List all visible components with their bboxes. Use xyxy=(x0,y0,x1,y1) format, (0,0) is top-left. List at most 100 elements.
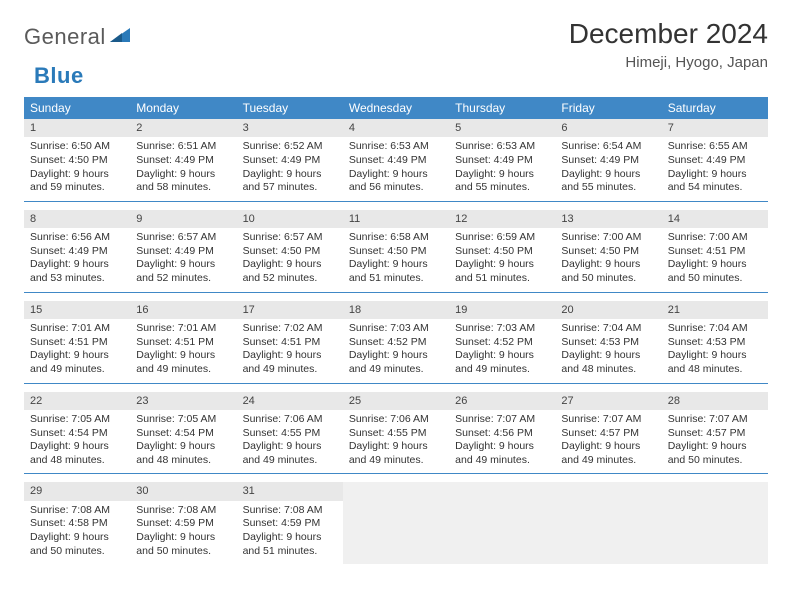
calendar-week: 8Sunrise: 6:56 AMSunset: 4:49 PMDaylight… xyxy=(24,210,768,293)
cell-body: Sunrise: 6:53 AMSunset: 4:49 PMDaylight:… xyxy=(449,137,555,201)
sunset-line: Sunset: 4:57 PM xyxy=(561,427,655,441)
daylight-line: Daylight: 9 hours and 52 minutes. xyxy=(243,258,337,285)
calendar: SundayMondayTuesdayWednesdayThursdayFrid… xyxy=(24,97,768,564)
day-number: 7 xyxy=(662,119,768,137)
sunrise-line: Sunrise: 6:55 AM xyxy=(668,140,762,154)
calendar-cell-empty xyxy=(662,482,768,564)
cell-body: Sunrise: 6:56 AMSunset: 4:49 PMDaylight:… xyxy=(24,228,130,292)
calendar-week: 15Sunrise: 7:01 AMSunset: 4:51 PMDayligh… xyxy=(24,301,768,384)
cell-body: Sunrise: 7:08 AMSunset: 4:59 PMDaylight:… xyxy=(237,501,343,565)
calendar-cell: 3Sunrise: 6:52 AMSunset: 4:49 PMDaylight… xyxy=(237,119,343,201)
day-number: 31 xyxy=(237,482,343,500)
calendar-week: 22Sunrise: 7:05 AMSunset: 4:54 PMDayligh… xyxy=(24,392,768,475)
day-number: 21 xyxy=(662,301,768,319)
day-number: 10 xyxy=(237,210,343,228)
cell-body: Sunrise: 7:04 AMSunset: 4:53 PMDaylight:… xyxy=(662,319,768,383)
sunrise-line: Sunrise: 7:07 AM xyxy=(668,413,762,427)
sunrise-line: Sunrise: 6:53 AM xyxy=(349,140,443,154)
sunrise-line: Sunrise: 7:05 AM xyxy=(136,413,230,427)
cell-body: Sunrise: 7:05 AMSunset: 4:54 PMDaylight:… xyxy=(24,410,130,474)
cell-body: Sunrise: 7:06 AMSunset: 4:55 PMDaylight:… xyxy=(343,410,449,474)
sunrise-line: Sunrise: 7:06 AM xyxy=(243,413,337,427)
cell-body: Sunrise: 7:01 AMSunset: 4:51 PMDaylight:… xyxy=(130,319,236,383)
calendar-cell: 30Sunrise: 7:08 AMSunset: 4:59 PMDayligh… xyxy=(130,482,236,564)
cell-body: Sunrise: 6:51 AMSunset: 4:49 PMDaylight:… xyxy=(130,137,236,201)
calendar-cell: 21Sunrise: 7:04 AMSunset: 4:53 PMDayligh… xyxy=(662,301,768,383)
calendar-cell: 29Sunrise: 7:08 AMSunset: 4:58 PMDayligh… xyxy=(24,482,130,564)
sunrise-line: Sunrise: 7:03 AM xyxy=(349,322,443,336)
sunrise-line: Sunrise: 6:50 AM xyxy=(30,140,124,154)
day-number: 26 xyxy=(449,392,555,410)
cell-body: Sunrise: 7:07 AMSunset: 4:57 PMDaylight:… xyxy=(555,410,661,474)
day-header: Tuesday xyxy=(237,97,343,119)
day-number: 30 xyxy=(130,482,236,500)
daylight-line: Daylight: 9 hours and 48 minutes. xyxy=(30,440,124,467)
day-number: 20 xyxy=(555,301,661,319)
daylight-line: Daylight: 9 hours and 55 minutes. xyxy=(561,168,655,195)
cell-body: Sunrise: 7:01 AMSunset: 4:51 PMDaylight:… xyxy=(24,319,130,383)
sunset-line: Sunset: 4:53 PM xyxy=(668,336,762,350)
day-headers: SundayMondayTuesdayWednesdayThursdayFrid… xyxy=(24,97,768,119)
sunrise-line: Sunrise: 6:56 AM xyxy=(30,231,124,245)
daylight-line: Daylight: 9 hours and 52 minutes. xyxy=(136,258,230,285)
cell-body: Sunrise: 7:08 AMSunset: 4:58 PMDaylight:… xyxy=(24,501,130,565)
day-number: 17 xyxy=(237,301,343,319)
sunset-line: Sunset: 4:56 PM xyxy=(455,427,549,441)
calendar-cell: 13Sunrise: 7:00 AMSunset: 4:50 PMDayligh… xyxy=(555,210,661,292)
day-number: 19 xyxy=(449,301,555,319)
calendar-cell: 26Sunrise: 7:07 AMSunset: 4:56 PMDayligh… xyxy=(449,392,555,474)
daylight-line: Daylight: 9 hours and 48 minutes. xyxy=(561,349,655,376)
cell-body: Sunrise: 7:08 AMSunset: 4:59 PMDaylight:… xyxy=(130,501,236,565)
calendar-cell: 19Sunrise: 7:03 AMSunset: 4:52 PMDayligh… xyxy=(449,301,555,383)
brand-logo: General xyxy=(24,24,132,50)
day-number: 24 xyxy=(237,392,343,410)
daylight-line: Daylight: 9 hours and 51 minutes. xyxy=(455,258,549,285)
cell-body: Sunrise: 6:53 AMSunset: 4:49 PMDaylight:… xyxy=(343,137,449,201)
sunset-line: Sunset: 4:50 PM xyxy=(455,245,549,259)
day-number: 5 xyxy=(449,119,555,137)
sunrise-line: Sunrise: 6:57 AM xyxy=(243,231,337,245)
sunset-line: Sunset: 4:55 PM xyxy=(349,427,443,441)
sunrise-line: Sunrise: 6:54 AM xyxy=(561,140,655,154)
sunrise-line: Sunrise: 7:05 AM xyxy=(30,413,124,427)
sunrise-line: Sunrise: 7:03 AM xyxy=(455,322,549,336)
sunset-line: Sunset: 4:54 PM xyxy=(30,427,124,441)
sunset-line: Sunset: 4:49 PM xyxy=(136,245,230,259)
sunrise-line: Sunrise: 6:51 AM xyxy=(136,140,230,154)
cell-body: Sunrise: 7:04 AMSunset: 4:53 PMDaylight:… xyxy=(555,319,661,383)
calendar-cell: 20Sunrise: 7:04 AMSunset: 4:53 PMDayligh… xyxy=(555,301,661,383)
daylight-line: Daylight: 9 hours and 50 minutes. xyxy=(561,258,655,285)
calendar-cell: 31Sunrise: 7:08 AMSunset: 4:59 PMDayligh… xyxy=(237,482,343,564)
calendar-cell: 15Sunrise: 7:01 AMSunset: 4:51 PMDayligh… xyxy=(24,301,130,383)
sunrise-line: Sunrise: 6:58 AM xyxy=(349,231,443,245)
cell-body: Sunrise: 6:55 AMSunset: 4:49 PMDaylight:… xyxy=(662,137,768,201)
daylight-line: Daylight: 9 hours and 50 minutes. xyxy=(136,531,230,558)
calendar-cell: 12Sunrise: 6:59 AMSunset: 4:50 PMDayligh… xyxy=(449,210,555,292)
cell-body: Sunrise: 7:03 AMSunset: 4:52 PMDaylight:… xyxy=(449,319,555,383)
calendar-cell: 28Sunrise: 7:07 AMSunset: 4:57 PMDayligh… xyxy=(662,392,768,474)
daylight-line: Daylight: 9 hours and 50 minutes. xyxy=(30,531,124,558)
calendar-cell: 11Sunrise: 6:58 AMSunset: 4:50 PMDayligh… xyxy=(343,210,449,292)
cell-body: Sunrise: 6:52 AMSunset: 4:49 PMDaylight:… xyxy=(237,137,343,201)
sunset-line: Sunset: 4:59 PM xyxy=(243,517,337,531)
cell-body: Sunrise: 7:06 AMSunset: 4:55 PMDaylight:… xyxy=(237,410,343,474)
calendar-cell: 10 Sunrise: 6:57 AMSunset: 4:50 PMDayligh… xyxy=(237,210,343,292)
daylight-line: Daylight: 9 hours and 57 minutes. xyxy=(243,168,337,195)
sunset-line: Sunset: 4:49 PM xyxy=(668,154,762,168)
daylight-line: Daylight: 9 hours and 59 minutes. xyxy=(30,168,124,195)
day-number: 18 xyxy=(343,301,449,319)
day-number: 13 xyxy=(555,210,661,228)
sunset-line: Sunset: 4:51 PM xyxy=(30,336,124,350)
sunset-line: Sunset: 4:50 PM xyxy=(243,245,337,259)
day-number: 23 xyxy=(130,392,236,410)
day-header: Sunday xyxy=(24,97,130,119)
daylight-line: Daylight: 9 hours and 49 minutes. xyxy=(561,440,655,467)
month-title: December 2024 xyxy=(569,18,768,50)
day-number: 25 xyxy=(343,392,449,410)
sunrise-line: Sunrise: 7:07 AM xyxy=(455,413,549,427)
calendar-cell: 25Sunrise: 7:06 AMSunset: 4:55 PMDayligh… xyxy=(343,392,449,474)
sunset-line: Sunset: 4:52 PM xyxy=(349,336,443,350)
sunrise-line: Sunrise: 7:00 AM xyxy=(561,231,655,245)
cell-body: Sunrise: 7:02 AMSunset: 4:51 PMDaylight:… xyxy=(237,319,343,383)
sunset-line: Sunset: 4:57 PM xyxy=(668,427,762,441)
